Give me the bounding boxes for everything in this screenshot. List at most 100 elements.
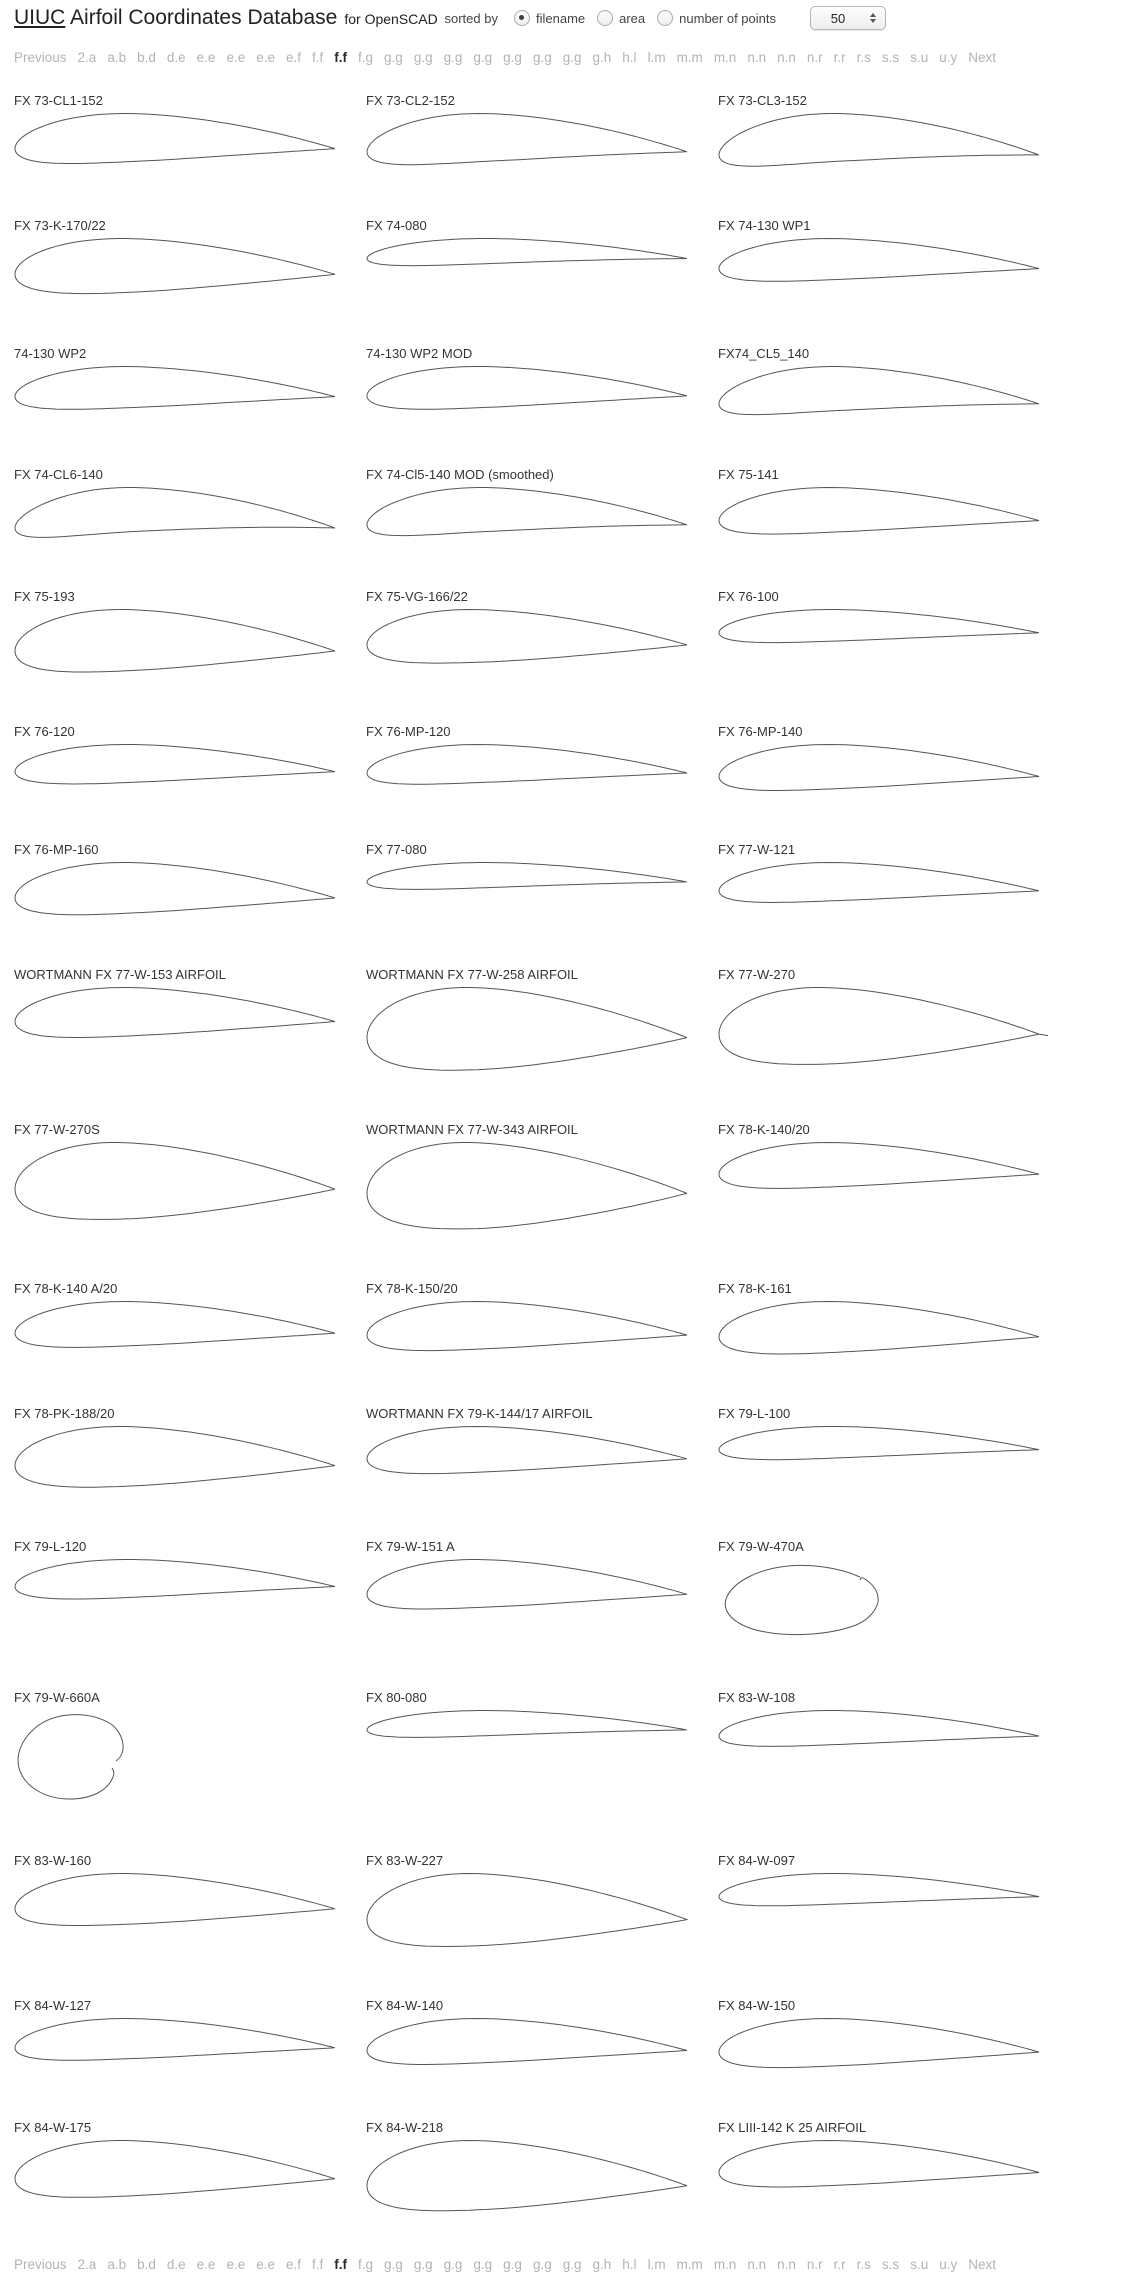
airfoil-thumbnail[interactable] <box>366 1300 698 1353</box>
page-link[interactable]: g.g <box>413 2257 433 2272</box>
airfoil-cell[interactable]: FX 78-K-161 <box>718 1281 1070 1356</box>
page-link[interactable]: e.f <box>286 2257 302 2272</box>
airfoil-cell[interactable]: FX 79-L-120 <box>14 1539 366 1640</box>
page-link[interactable]: g.h <box>592 2257 612 2272</box>
airfoil-thumbnail[interactable] <box>718 608 1050 645</box>
airfoil-thumbnail[interactable] <box>718 1141 1050 1190</box>
airfoil-thumbnail[interactable] <box>366 1141 698 1231</box>
page-link[interactable]: g.g <box>503 50 522 65</box>
page-link[interactable]: h.l <box>622 50 637 65</box>
radio-icon[interactable] <box>597 10 614 26</box>
uiuc-link[interactable]: UIUC <box>14 6 66 29</box>
page-link[interactable]: e.e <box>226 2257 246 2272</box>
airfoil-cell[interactable]: FX 77-080 <box>366 842 718 917</box>
airfoil-thumbnail[interactable] <box>718 365 1050 417</box>
airfoil-cell[interactable]: WORTMANN FX 79-K-144/17 AIRFOIL <box>366 1406 718 1489</box>
page-link[interactable]: g.g <box>384 50 403 65</box>
airfoil-cell[interactable]: FX 76-120 <box>14 724 366 792</box>
airfoil-cell[interactable]: FX 77-W-121 <box>718 842 1070 917</box>
page-link[interactable]: g.g <box>473 50 493 65</box>
page-link[interactable]: l.m <box>647 2257 666 2272</box>
page-link[interactable]: e.e <box>226 50 246 65</box>
airfoil-thumbnail[interactable] <box>366 1872 698 1948</box>
airfoil-thumbnail[interactable] <box>14 237 346 296</box>
airfoil-cell[interactable]: FX 84-W-218 <box>366 2120 718 2213</box>
page-link[interactable]: n.n <box>777 2257 796 2272</box>
page-link[interactable]: g.g <box>503 2257 522 2272</box>
airfoil-thumbnail[interactable] <box>366 743 698 786</box>
page-link[interactable]: e.e <box>196 50 216 65</box>
page-link[interactable]: e.f <box>286 50 302 65</box>
airfoil-thumbnail[interactable] <box>14 608 346 674</box>
radio-icon[interactable] <box>657 10 674 26</box>
page-link[interactable]: r.s <box>856 50 871 65</box>
page-link[interactable]: g.g <box>473 2257 493 2272</box>
page-link[interactable]: u.y <box>939 50 958 65</box>
airfoil-thumbnail[interactable] <box>14 2139 346 2199</box>
airfoil-cell[interactable]: FX 73-CL3-152 <box>718 93 1070 168</box>
airfoil-thumbnail[interactable] <box>366 365 698 411</box>
airfoil-thumbnail[interactable] <box>366 237 698 268</box>
airfoil-cell[interactable]: FX 75-141 <box>718 467 1070 539</box>
airfoil-cell[interactable]: FX 76-100 <box>718 589 1070 674</box>
page-link[interactable]: e.e <box>256 2257 275 2272</box>
page-size-select[interactable]: 50 <box>810 6 886 30</box>
page-link[interactable]: g.g <box>443 50 463 65</box>
airfoil-thumbnail[interactable] <box>366 608 698 665</box>
airfoil-thumbnail[interactable] <box>14 743 346 786</box>
page-link-current[interactable]: f.f <box>334 50 348 65</box>
page-link[interactable]: g.h <box>592 50 612 65</box>
page-link[interactable]: r.r <box>833 50 846 65</box>
page-link[interactable]: m.m <box>676 50 703 65</box>
page-link-current[interactable]: f.f <box>334 2257 348 2272</box>
page-link[interactable]: f.f <box>312 50 324 65</box>
page-link[interactable]: n.n <box>777 50 796 65</box>
airfoil-cell[interactable]: FX 84-W-140 <box>366 1998 718 2070</box>
airfoil-cell[interactable]: FX 75-193 <box>14 589 366 674</box>
page-link[interactable]: n.r <box>806 50 823 65</box>
airfoil-thumbnail[interactable] <box>718 1425 1050 1462</box>
airfoil-thumbnail[interactable] <box>718 2017 1050 2070</box>
page-link[interactable]: g.g <box>562 50 582 65</box>
airfoil-thumbnail[interactable] <box>366 112 698 167</box>
page-previous[interactable]: Previous <box>14 50 67 65</box>
page-link[interactable]: e.e <box>256 50 275 65</box>
airfoil-cell[interactable]: WORTMANN FX 77-W-153 AIRFOIL <box>14 967 366 1072</box>
airfoil-thumbnail[interactable] <box>366 1709 698 1739</box>
airfoil-cell[interactable]: 74-130 WP2 <box>14 346 366 417</box>
airfoil-cell[interactable]: FX 79-W-470A <box>718 1539 1070 1640</box>
airfoil-thumbnail[interactable] <box>14 486 346 539</box>
airfoil-cell[interactable]: FX 83-W-108 <box>718 1690 1070 1803</box>
page-link[interactable]: b.d <box>137 2257 156 2272</box>
airfoil-cell[interactable]: FX 83-W-160 <box>14 1853 366 1948</box>
airfoil-thumbnail[interactable] <box>718 486 1050 536</box>
airfoil-thumbnail[interactable] <box>718 1872 1050 1908</box>
page-link[interactable]: h.l <box>622 2257 637 2272</box>
page-link[interactable]: u.y <box>939 2257 958 2272</box>
page-link[interactable]: m.m <box>676 2257 703 2272</box>
page-link[interactable]: f.g <box>358 50 374 65</box>
page-link[interactable]: d.e <box>166 2257 186 2272</box>
airfoil-thumbnail[interactable] <box>14 1709 134 1803</box>
airfoil-cell[interactable]: FX 83-W-227 <box>366 1853 718 1948</box>
page-link[interactable]: f.g <box>358 2257 374 2272</box>
airfoil-cell[interactable]: FX 77-W-270S <box>14 1122 366 1231</box>
airfoil-cell[interactable]: FX 73-K-170/22 <box>14 218 366 296</box>
page-link[interactable]: s.s <box>881 2257 900 2272</box>
airfoil-cell[interactable]: FX 74-CL6-140 <box>14 467 366 539</box>
page-link[interactable]: b.d <box>137 50 156 65</box>
airfoil-cell[interactable]: FX 76-MP-140 <box>718 724 1070 792</box>
airfoil-thumbnail[interactable] <box>718 112 1050 168</box>
airfoil-cell[interactable]: FX 74-130 WP1 <box>718 218 1070 296</box>
page-link[interactable]: n.n <box>747 2257 767 2272</box>
page-next[interactable]: Next <box>968 50 996 65</box>
airfoil-cell[interactable]: WORTMANN FX 77-W-258 AIRFOIL <box>366 967 718 1072</box>
page-link[interactable]: a.b <box>107 2257 127 2272</box>
page-link[interactable]: d.e <box>166 50 186 65</box>
page-link[interactable]: s.s <box>881 50 900 65</box>
airfoil-cell[interactable]: FX 79-W-151 A <box>366 1539 718 1640</box>
page-next[interactable]: Next <box>968 2257 996 2272</box>
airfoil-thumbnail[interactable] <box>14 986 346 1040</box>
airfoil-cell[interactable]: FX 78-K-140/20 <box>718 1122 1070 1231</box>
page-link[interactable]: g.g <box>532 2257 552 2272</box>
